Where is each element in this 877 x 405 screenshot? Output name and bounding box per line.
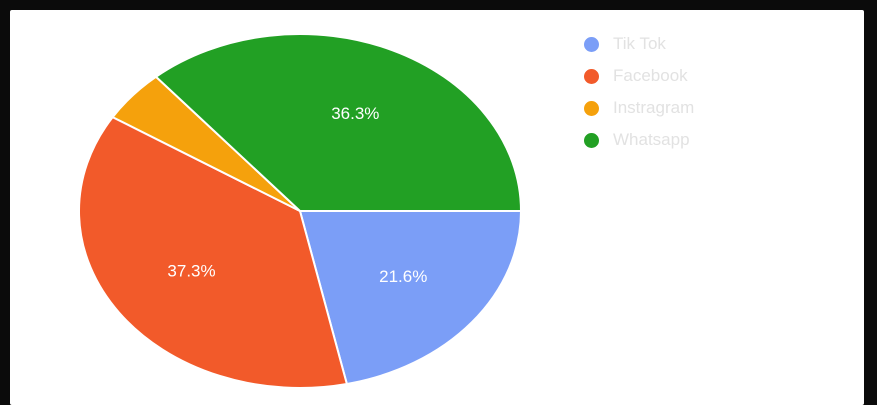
- legend-label-facebook: Facebook: [613, 66, 688, 85]
- chart-panel: 21.6% 37.3% 36.3% Tik Tok Facebook Instrag…: [10, 10, 864, 405]
- legend: Tik Tok Facebook Instragram Whatsapp: [584, 28, 694, 156]
- pie-slice-whatsapp[interactable]: [154, 33, 523, 212]
- slice-label-facebook: 37.3%: [167, 262, 215, 281]
- slice-label-whatsapp: 36.3%: [331, 104, 379, 123]
- legend-swatch-whatsapp: [584, 132, 599, 148]
- legend-label-whatsapp: Whatsapp: [613, 130, 690, 149]
- legend-item-facebook[interactable]: Facebook: [584, 60, 694, 92]
- pie-slice-tiktok[interactable]: [298, 210, 523, 386]
- legend-swatch-facebook: [584, 68, 599, 84]
- slice-label-tiktok: 21.6%: [379, 267, 427, 286]
- legend-item-tiktok[interactable]: Tik Tok: [584, 28, 694, 60]
- legend-swatch-tiktok: [584, 36, 599, 52]
- pie-slice-facebook[interactable]: [78, 115, 349, 389]
- legend-swatch-instagram: [584, 100, 599, 116]
- legend-item-whatsapp[interactable]: Whatsapp: [584, 124, 694, 156]
- legend-label-tiktok: Tik Tok: [613, 34, 666, 53]
- legend-label-instagram: Instragram: [613, 98, 695, 117]
- pie-chart: 21.6% 37.3% 36.3%: [78, 33, 523, 389]
- legend-item-instagram[interactable]: Instragram: [584, 92, 694, 124]
